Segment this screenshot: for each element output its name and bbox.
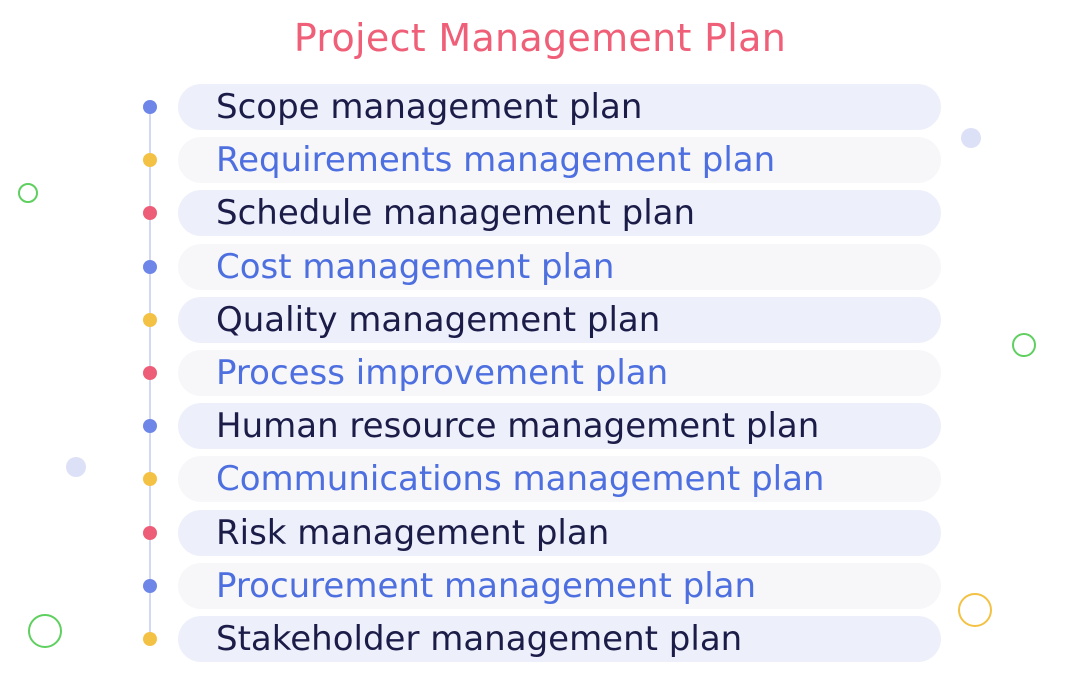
list-item: Scope management plan <box>178 84 941 130</box>
timeline-dot <box>143 366 157 380</box>
list-item-label: Quality management plan <box>216 300 661 340</box>
timeline-dot <box>143 526 157 540</box>
timeline-dot <box>143 419 157 433</box>
timeline-dot <box>143 206 157 220</box>
timeline-dot <box>143 313 157 327</box>
list-item: Cost management plan <box>178 244 941 290</box>
timeline-dot <box>143 100 157 114</box>
list-item-label: Cost management plan <box>216 247 615 287</box>
timeline-dot <box>143 632 157 646</box>
list-item-label: Risk management plan <box>216 513 610 553</box>
page-title: Project Management Plan <box>293 16 787 60</box>
list-item: Quality management plan <box>178 297 941 343</box>
decorative-circle-yellow-right <box>958 593 992 627</box>
list-item: Schedule management plan <box>178 190 941 236</box>
timeline-dot <box>143 472 157 486</box>
list-item-label: Schedule management plan <box>216 193 696 233</box>
list-item-label: Stakeholder management plan <box>216 619 743 659</box>
list-item: Process improvement plan <box>178 350 941 396</box>
list-item: Human resource management plan <box>178 403 941 449</box>
timeline-dot <box>143 260 157 274</box>
list-item-label: Requirements management plan <box>216 140 776 180</box>
decorative-dot-lavender-right <box>961 128 981 148</box>
list-item-label: Process improvement plan <box>216 353 669 393</box>
timeline-dot <box>143 579 157 593</box>
list-item: Requirements management plan <box>178 137 941 183</box>
list-item-label: Communications management plan <box>216 459 825 499</box>
decorative-circle-green-right <box>1012 333 1036 357</box>
list-item: Risk management plan <box>178 510 941 556</box>
list-item: Procurement management plan <box>178 563 941 609</box>
list-item: Stakeholder management plan <box>178 616 941 662</box>
timeline-dot <box>143 153 157 167</box>
list-item: Communications management plan <box>178 456 941 502</box>
decorative-circle-green-left <box>18 183 38 203</box>
list-item-label: Procurement management plan <box>216 566 757 606</box>
list-item-label: Scope management plan <box>216 87 643 127</box>
decorative-dot-lavender-left <box>66 457 86 477</box>
decorative-circle-green-bottom-left <box>28 614 62 648</box>
list-item-label: Human resource management plan <box>216 406 820 446</box>
